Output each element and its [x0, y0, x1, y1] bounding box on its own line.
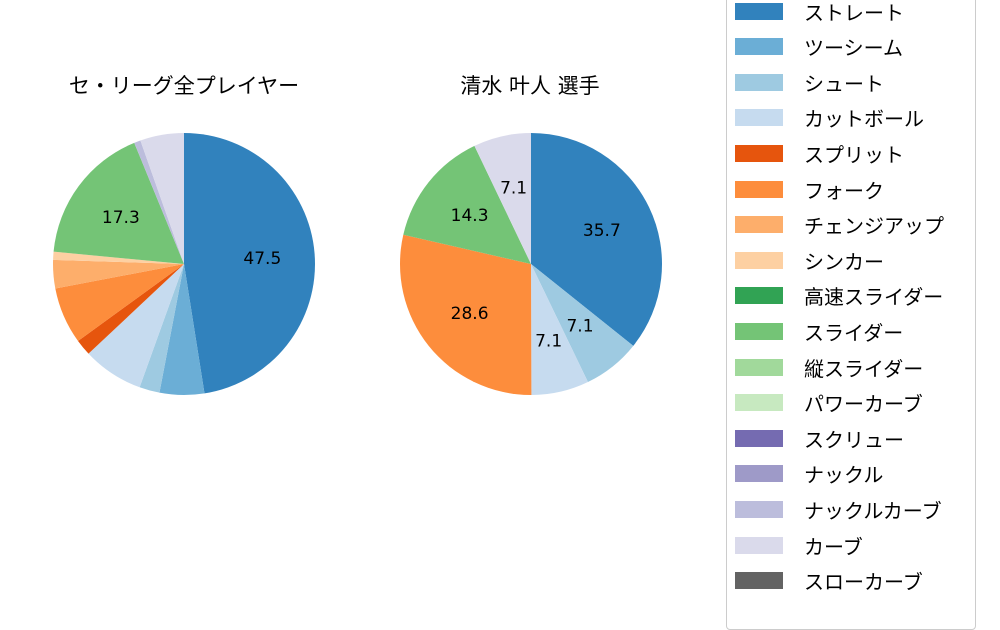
legend-item: フォーク — [735, 177, 884, 203]
legend-item: シンカー — [735, 248, 884, 274]
legend-label: スライダー — [804, 320, 904, 345]
legend-swatch — [735, 429, 783, 447]
legend-item: スプリット — [735, 141, 904, 167]
slice-value-label: 14.3 — [451, 206, 489, 226]
legend-swatch — [735, 2, 783, 20]
legend-label: チェンジアップ — [804, 214, 944, 239]
legend-label: ストレート — [804, 0, 904, 25]
legend-swatch — [735, 38, 783, 56]
legend-swatch — [735, 465, 783, 483]
pie-slice — [531, 133, 663, 346]
slice-value-label: 35.7 — [583, 221, 621, 241]
league-pie-chart: 47.5 17.3 — [53, 133, 315, 395]
legend-swatch — [735, 322, 783, 340]
legend-swatch — [735, 73, 783, 91]
legend-label: スローカーブ — [804, 570, 923, 595]
pie-slice — [184, 133, 315, 394]
legend-label: フォーク — [804, 178, 884, 203]
legend-item: シュート — [735, 70, 884, 96]
slice-value-label: 47.5 — [243, 249, 281, 269]
legend-label: 縦スライダー — [804, 356, 924, 381]
legend-label: スプリット — [804, 142, 904, 167]
pie-slice — [399, 234, 532, 396]
legend-swatch — [735, 536, 783, 554]
pie-slice — [53, 259, 184, 289]
pie-slice — [55, 264, 184, 341]
legend-swatch — [735, 287, 783, 305]
player-pie-chart: 35.77.17.128.614.37.1 — [399, 133, 663, 396]
legend-label: シンカー — [804, 249, 884, 274]
legend-label: ツーシーム — [804, 36, 903, 61]
legend-item: ナックルカーブ — [735, 497, 942, 523]
legend-swatch — [735, 109, 783, 127]
pie-slice — [53, 142, 184, 264]
slice-value-label: 7.1 — [535, 332, 562, 352]
legend-label: ナックル — [804, 463, 884, 488]
right-chart-title: 清水 叶人 選手 — [460, 74, 600, 98]
legend-label: ナックルカーブ — [804, 498, 942, 523]
legend-item: ツーシーム — [735, 35, 903, 61]
pie-slice — [139, 264, 184, 393]
legend-item: スローカーブ — [735, 569, 923, 595]
legend-swatch — [735, 572, 783, 590]
legend-item: パワーカーブ — [735, 391, 923, 417]
legend-item: ストレート — [735, 0, 904, 25]
pie-slice — [88, 264, 184, 388]
legend-swatch — [735, 500, 783, 518]
pie-slice — [53, 251, 185, 264]
legend-item: カットボール — [735, 106, 924, 132]
legend-swatch — [735, 216, 783, 234]
slice-value-label: 17.3 — [102, 208, 140, 228]
legend-item: カーブ — [735, 533, 863, 559]
pie-charts: 47.517.3 35.77.17.128.614.37.1 — [53, 133, 663, 396]
legend-label: カーブ — [804, 534, 863, 559]
legend-swatch — [735, 144, 783, 162]
legend-label: シュート — [804, 71, 884, 96]
legend-label: カットボール — [804, 107, 924, 132]
legend-item: 縦スライダー — [735, 355, 924, 381]
pie-slice — [78, 264, 184, 354]
pie-slice — [474, 133, 531, 264]
slice-value-label: 28.6 — [451, 304, 489, 324]
legend-item: ナックル — [735, 462, 884, 488]
pie-slice — [140, 133, 184, 264]
legend-swatch — [735, 394, 783, 412]
pie-slice — [159, 264, 205, 395]
legend-label: スクリュー — [804, 427, 904, 452]
legend-label: パワーカーブ — [804, 392, 923, 417]
legend-item: 高速スライダー — [735, 284, 944, 310]
legend-swatch — [735, 358, 783, 376]
slice-value-label: 7.1 — [566, 316, 593, 336]
legend-item: スライダー — [735, 319, 904, 345]
pie-slice — [403, 145, 531, 264]
legend-swatch — [735, 180, 783, 198]
legend-item: チェンジアップ — [735, 213, 944, 239]
pie-slice — [134, 140, 184, 264]
legend-swatch — [735, 251, 783, 269]
legend-item: スクリュー — [735, 426, 904, 452]
left-chart-title: セ・リーグ全プレイヤー — [68, 74, 300, 98]
slice-value-label: 7.1 — [500, 178, 527, 198]
pie-slice — [531, 264, 634, 382]
legend: ストレートツーシームシュートカットボール スプリットフォークチェンジアップ シンカー… — [726, 0, 976, 630]
pie-slice — [531, 264, 588, 395]
legend-label: 高速スライダー — [804, 285, 944, 310]
